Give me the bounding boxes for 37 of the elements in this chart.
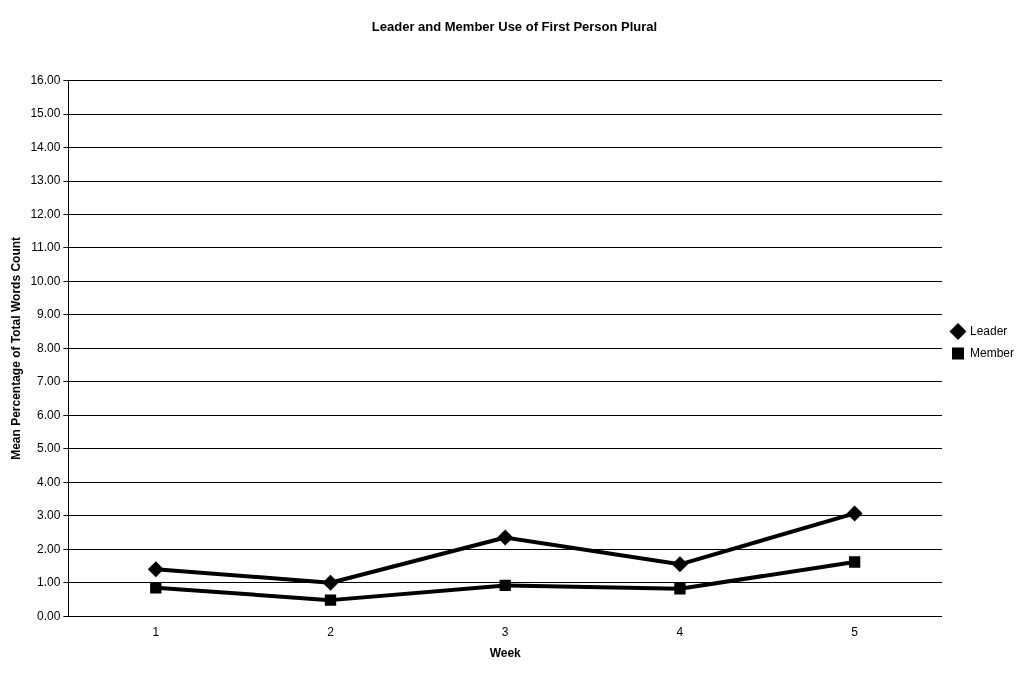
y-tick-label: 13.00	[30, 173, 61, 188]
legend-label: Leader	[969, 323, 1008, 338]
x-tick-label: 4	[676, 624, 684, 639]
point	[671, 556, 688, 573]
y-tick-label: 0.00	[37, 608, 61, 623]
y-tick-label: 16.00	[30, 72, 61, 87]
y-tick-label: 8.00	[37, 340, 61, 355]
y-tick-label: 12.00	[30, 206, 61, 221]
point	[499, 579, 511, 592]
point	[848, 556, 861, 568]
point	[846, 505, 863, 522]
x-tick-label: 2	[327, 624, 335, 639]
x-tick-label: 3	[501, 624, 509, 639]
point	[674, 583, 686, 595]
point	[150, 582, 162, 594]
y-tick-label: 5.00	[37, 441, 61, 456]
x-tick-label: 1	[152, 624, 160, 639]
y-tick-label: 15.00	[30, 106, 61, 121]
y-tick-label: 4.00	[37, 474, 61, 489]
point	[147, 561, 164, 578]
point	[497, 529, 514, 546]
y-tick-label: 14.00	[30, 139, 61, 154]
point	[324, 594, 337, 606]
y-tick-label: 11.00	[31, 240, 61, 255]
y-tick-label: 10.00	[30, 273, 61, 288]
y-tick-label: 9.00	[37, 307, 61, 322]
y-tick-label: 1.00	[37, 575, 61, 590]
point	[322, 574, 339, 591]
y-tick-label: 7.00	[37, 374, 61, 389]
x-axis-title: Week	[489, 646, 522, 661]
x-tick-label: 5	[851, 624, 859, 639]
y-axis-title: Mean Percentage of Total Words Count	[8, 236, 23, 460]
y-tick-label: 2.00	[37, 541, 61, 556]
chart-title: Leader and Member Use of First Person Plural	[371, 19, 658, 35]
legend-label: Member	[969, 345, 1015, 360]
y-tick-label: 6.00	[37, 407, 61, 422]
y-tick-label: 3.00	[37, 508, 61, 523]
